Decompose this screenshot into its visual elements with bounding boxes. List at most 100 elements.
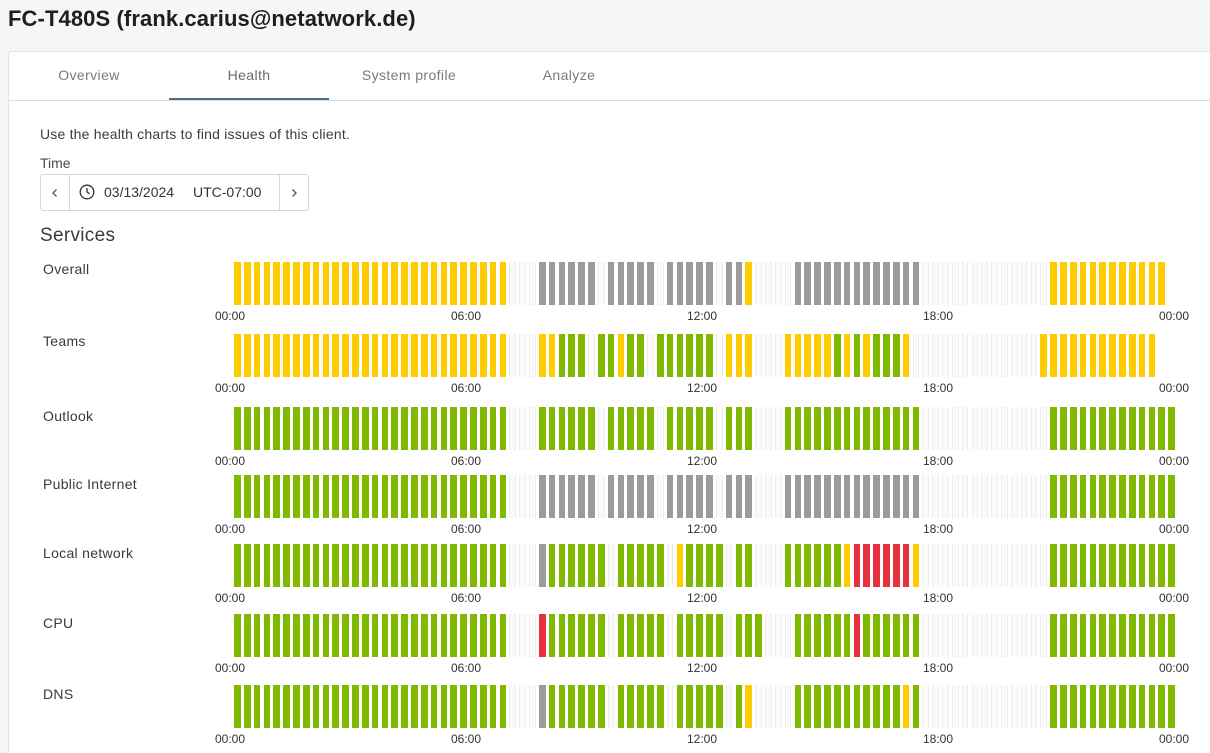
health-bar[interactable] bbox=[902, 685, 910, 728]
health-bar[interactable] bbox=[322, 407, 330, 450]
health-bar[interactable] bbox=[902, 262, 910, 305]
tab-overview[interactable]: Overview bbox=[58, 67, 120, 83]
health-bar[interactable] bbox=[647, 614, 654, 657]
health-bar[interactable] bbox=[912, 407, 920, 450]
health-bar[interactable] bbox=[322, 475, 330, 518]
health-bar[interactable] bbox=[1109, 685, 1116, 728]
health-bar[interactable] bbox=[273, 262, 281, 305]
health-bar[interactable] bbox=[1050, 685, 1057, 728]
health-bar[interactable] bbox=[1148, 334, 1156, 377]
health-bar[interactable] bbox=[735, 334, 743, 377]
health-bar[interactable] bbox=[814, 334, 821, 377]
health-bar[interactable] bbox=[243, 407, 251, 450]
health-bar[interactable] bbox=[361, 262, 369, 305]
health-bar[interactable] bbox=[401, 475, 408, 518]
health-bar[interactable] bbox=[1148, 685, 1156, 728]
health-bar[interactable] bbox=[1109, 544, 1116, 587]
health-bar[interactable] bbox=[470, 685, 477, 728]
health-bar[interactable] bbox=[902, 407, 910, 450]
health-bar[interactable] bbox=[824, 614, 831, 657]
health-bar[interactable] bbox=[578, 334, 585, 377]
health-bar[interactable] bbox=[1128, 262, 1136, 305]
health-bar[interactable] bbox=[234, 334, 241, 377]
health-bar[interactable] bbox=[352, 262, 359, 305]
health-bar[interactable] bbox=[420, 407, 428, 450]
health-bar[interactable] bbox=[843, 407, 851, 450]
health-bar[interactable] bbox=[1148, 407, 1156, 450]
health-bar[interactable] bbox=[342, 475, 349, 518]
health-bar[interactable] bbox=[371, 544, 379, 587]
health-bar[interactable] bbox=[460, 407, 467, 450]
health-bar[interactable] bbox=[735, 262, 743, 305]
health-bar[interactable] bbox=[883, 544, 890, 587]
health-bar[interactable] bbox=[902, 614, 910, 657]
health-bar[interactable] bbox=[302, 614, 310, 657]
health-bar[interactable] bbox=[1060, 334, 1067, 377]
health-bar[interactable] bbox=[460, 544, 467, 587]
health-bar[interactable] bbox=[538, 614, 546, 657]
health-bar[interactable] bbox=[637, 334, 644, 377]
health-bar[interactable] bbox=[1069, 685, 1077, 728]
health-bar[interactable] bbox=[489, 407, 497, 450]
health-bar[interactable] bbox=[1158, 262, 1166, 305]
health-bar[interactable] bbox=[470, 475, 477, 518]
health-bar[interactable] bbox=[411, 685, 418, 728]
health-bar[interactable] bbox=[558, 262, 566, 305]
health-bar[interactable] bbox=[470, 614, 477, 657]
health-bar[interactable] bbox=[420, 262, 428, 305]
tab-health[interactable]: Health bbox=[169, 52, 329, 100]
health-bar[interactable] bbox=[371, 685, 379, 728]
health-bar[interactable] bbox=[440, 407, 448, 450]
health-bar[interactable] bbox=[263, 685, 271, 728]
health-bar[interactable] bbox=[450, 334, 458, 377]
health-bar[interactable] bbox=[1109, 262, 1116, 305]
health-bar[interactable] bbox=[332, 407, 340, 450]
health-bar[interactable] bbox=[843, 334, 851, 377]
health-bar[interactable] bbox=[283, 407, 290, 450]
health-bar[interactable] bbox=[253, 685, 261, 728]
chevron-right-icon[interactable] bbox=[279, 175, 308, 210]
health-bar[interactable] bbox=[568, 614, 576, 657]
health-bar[interactable] bbox=[234, 544, 241, 587]
health-bar[interactable] bbox=[706, 407, 713, 450]
health-bar[interactable] bbox=[253, 262, 261, 305]
health-bar[interactable] bbox=[1089, 407, 1097, 450]
health-bar[interactable] bbox=[391, 262, 399, 305]
health-bar[interactable] bbox=[676, 614, 684, 657]
health-bar[interactable] bbox=[804, 614, 812, 657]
health-bar[interactable] bbox=[853, 262, 861, 305]
health-bar[interactable] bbox=[1050, 544, 1057, 587]
health-bar[interactable] bbox=[234, 614, 241, 657]
health-bar[interactable] bbox=[1148, 614, 1156, 657]
health-bar[interactable] bbox=[243, 475, 251, 518]
health-bar[interactable] bbox=[1050, 262, 1057, 305]
health-bar[interactable] bbox=[863, 614, 871, 657]
health-bar[interactable] bbox=[676, 407, 684, 450]
timezone-value[interactable]: UTC-07:00 bbox=[193, 184, 262, 200]
health-bar[interactable] bbox=[637, 262, 644, 305]
health-bar[interactable] bbox=[892, 407, 900, 450]
health-bar[interactable] bbox=[1109, 407, 1116, 450]
health-bar[interactable] bbox=[470, 334, 477, 377]
health-bar[interactable] bbox=[833, 262, 841, 305]
health-bar[interactable] bbox=[607, 262, 615, 305]
health-bar[interactable] bbox=[361, 685, 369, 728]
health-bar[interactable] bbox=[1128, 685, 1136, 728]
health-bar[interactable] bbox=[302, 407, 310, 450]
health-bar[interactable] bbox=[1050, 407, 1057, 450]
health-bar[interactable] bbox=[863, 685, 871, 728]
health-bar[interactable] bbox=[391, 685, 399, 728]
health-bar[interactable] bbox=[647, 685, 654, 728]
health-bar[interactable] bbox=[1128, 614, 1136, 657]
health-bar[interactable] bbox=[312, 262, 320, 305]
health-bar[interactable] bbox=[1089, 544, 1097, 587]
health-bar[interactable] bbox=[804, 334, 812, 377]
health-bar[interactable] bbox=[1089, 262, 1097, 305]
health-bar[interactable] bbox=[1109, 475, 1116, 518]
health-bar[interactable] bbox=[538, 407, 546, 450]
health-bar[interactable] bbox=[715, 685, 723, 728]
health-bar[interactable] bbox=[538, 544, 546, 587]
health-bar[interactable] bbox=[548, 614, 556, 657]
health-bar[interactable] bbox=[1069, 614, 1077, 657]
health-bar[interactable] bbox=[460, 334, 467, 377]
